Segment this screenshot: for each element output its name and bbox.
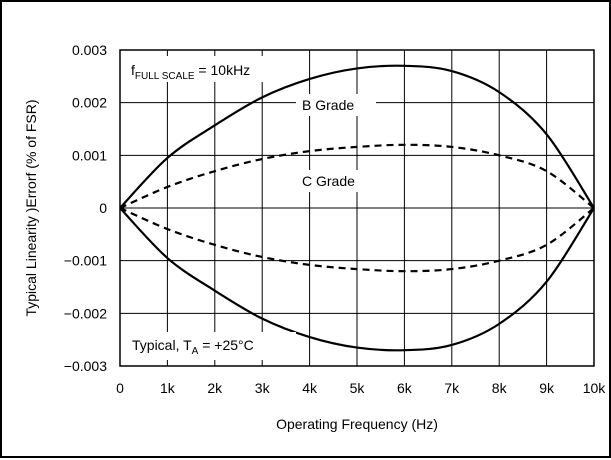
x-tick-label: 5k bbox=[350, 380, 366, 396]
y-tick-label: 0.001 bbox=[72, 147, 107, 163]
full-scale-annotation: fFULL SCALE = 10kHz bbox=[131, 62, 250, 82]
plot-border bbox=[119, 49, 595, 367]
y-tick-label: −0.002 bbox=[64, 305, 107, 321]
full-scale-subscript: FULL SCALE bbox=[135, 71, 195, 82]
full-scale-label-bg bbox=[126, 56, 286, 82]
y-tick-label: −0.001 bbox=[64, 253, 107, 269]
full-scale-value: = 10kHz bbox=[195, 62, 251, 78]
typical-annotation: Typical, TA = +25°C bbox=[132, 337, 254, 357]
typical-value: = +25°C bbox=[198, 337, 253, 353]
y-axis-label: Typical Linearity )Errorf (% of FSR) bbox=[23, 99, 39, 316]
b-grade-label-bg bbox=[296, 94, 376, 116]
full-scale-f: f bbox=[131, 62, 135, 78]
x-tick-label: 3k bbox=[255, 380, 271, 396]
x-tick-label: 7k bbox=[444, 380, 460, 396]
x-tick-label: 10k bbox=[583, 380, 607, 396]
x-tick-labels: 0 1k 2k 3k 4k 5k 6k 7k 8k 9k 10k bbox=[116, 380, 606, 396]
y-tick-label: 0 bbox=[99, 200, 107, 216]
y-tick-labels: 0.003 0.002 0.001 0 −0.001 −0.002 −0.003 bbox=[64, 42, 107, 374]
x-tick-label: 1k bbox=[160, 380, 176, 396]
series-line-0 bbox=[119, 64, 595, 209]
y-tick-label: 0.003 bbox=[72, 42, 107, 58]
typical-label-bg bbox=[126, 332, 296, 360]
c-grade-label: C Grade bbox=[302, 173, 355, 189]
x-tick-label: 9k bbox=[539, 380, 555, 396]
typical-subscript: A bbox=[192, 346, 199, 357]
x-tick-label: 4k bbox=[302, 380, 318, 396]
series-line-3 bbox=[119, 206, 595, 273]
c-grade-label-bg bbox=[296, 170, 376, 192]
x-tick-label: 8k bbox=[492, 380, 508, 396]
annotations: fFULL SCALE = 10kHz B Grade C Grade Typi… bbox=[126, 56, 376, 360]
series-line-2 bbox=[119, 143, 595, 210]
y-tick-label: 0.002 bbox=[72, 95, 107, 111]
typical-prefix: Typical, T bbox=[132, 337, 192, 353]
x-tick-label: 6k bbox=[397, 380, 413, 396]
y-tick-label: −0.003 bbox=[64, 358, 107, 374]
series-line-1 bbox=[119, 207, 595, 352]
x-axis-label: Operating Frequency (Hz) bbox=[276, 416, 438, 432]
curves bbox=[119, 64, 595, 352]
x-tick-label: 0 bbox=[116, 380, 124, 396]
x-tick-label: 2k bbox=[207, 380, 223, 396]
b-grade-label: B Grade bbox=[302, 97, 354, 113]
